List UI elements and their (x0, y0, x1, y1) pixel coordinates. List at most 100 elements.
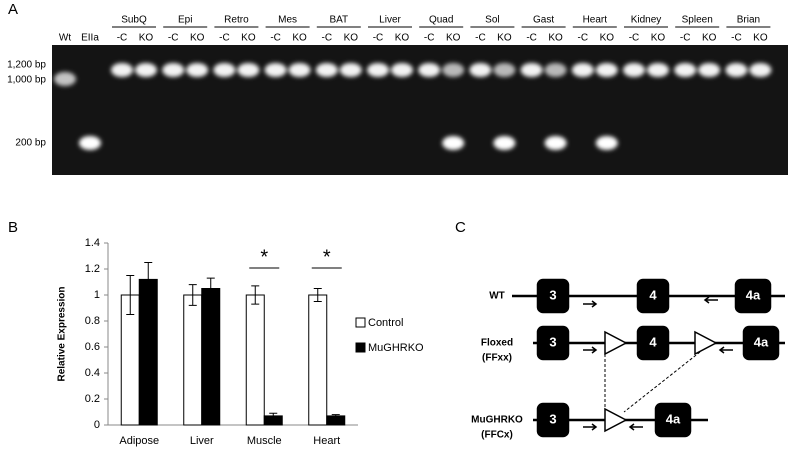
bar (183, 294, 203, 426)
lane-label: -C (731, 33, 742, 44)
y-tick-label: 0.6 (85, 341, 100, 353)
band (418, 63, 441, 77)
band (469, 63, 492, 77)
group-label: Heart (583, 15, 608, 26)
band (391, 63, 413, 77)
y-axis-label: Relative Expression (57, 286, 68, 381)
lane-label: KO (241, 33, 256, 44)
error-bar (188, 284, 197, 306)
exon-label: 3 (549, 411, 556, 426)
row-label: Floxed (481, 338, 513, 349)
lane-label: -C (322, 33, 333, 44)
exon-label: 4 (649, 334, 657, 349)
band (162, 63, 185, 77)
exon-label: 3 (549, 287, 556, 302)
band (493, 63, 516, 77)
y-tick-label: 0.4 (85, 367, 100, 379)
band (339, 63, 362, 77)
bar (138, 278, 158, 426)
row-label: (FFxx) (482, 353, 512, 364)
legend-label: MuGHRKO (368, 342, 424, 354)
group-label: Epi (178, 15, 192, 26)
band (135, 63, 157, 77)
lane-label: KO (600, 33, 615, 44)
lane-label: KO (702, 33, 717, 44)
x-tick-label: Liver (190, 435, 214, 447)
band (111, 63, 133, 77)
gel (52, 45, 788, 175)
lane-label: -C (629, 33, 640, 44)
error-bar (251, 285, 260, 305)
bar (201, 288, 221, 426)
group-label: Kidney (631, 15, 662, 26)
lane-label: KO (139, 33, 154, 44)
marker-label: 1,000 bp (7, 75, 46, 86)
lane-label: KO (651, 33, 666, 44)
lane-label: -C (475, 33, 486, 44)
group-label: Gast (533, 15, 554, 26)
y-tick-label: 1.2 (85, 263, 100, 275)
y-tick-label: 0 (94, 419, 100, 431)
x-tick-label: Heart (313, 435, 340, 447)
band (493, 136, 516, 150)
lane-label: KO (497, 33, 512, 44)
band (442, 136, 465, 150)
lane-label: EIIa (81, 33, 99, 44)
band (315, 63, 338, 77)
error-bar (126, 275, 135, 315)
panel-label: C (455, 219, 466, 236)
lane-label: KO (344, 33, 359, 44)
group-label: Spleen (682, 15, 713, 26)
lane-label: KO (753, 33, 768, 44)
group-label: Retro (224, 15, 249, 26)
band (288, 63, 311, 77)
legend-swatch (355, 317, 366, 328)
exon-label: 4a (666, 411, 681, 426)
lane-label: -C (373, 33, 384, 44)
y-tick-label: 1.4 (85, 237, 100, 249)
row-label: (FFCx) (481, 430, 513, 441)
lane-label: -C (424, 33, 435, 44)
legend-swatch (355, 342, 366, 353)
band (520, 63, 543, 77)
group-label: Quad (429, 15, 453, 26)
band (186, 63, 209, 77)
exon-label: 4 (649, 287, 657, 302)
lane-label: KO (190, 33, 205, 44)
bar (245, 294, 265, 426)
band (674, 63, 697, 77)
band (544, 136, 567, 150)
lane-label: -C (680, 33, 691, 44)
band (367, 63, 389, 77)
lane-label: -C (117, 33, 128, 44)
lane-label: KO (446, 33, 461, 44)
gel-bands (54, 63, 772, 150)
error-bar (206, 277, 215, 300)
band (647, 63, 669, 77)
x-tick-label: Adipose (119, 435, 159, 447)
bar (308, 294, 328, 426)
y-tick-label: 0.8 (85, 315, 100, 327)
lane-label: -C (578, 33, 589, 44)
lane-label: -C (526, 33, 537, 44)
band (595, 136, 618, 150)
marker-label: 200 bp (15, 138, 46, 149)
band (264, 63, 287, 77)
band (623, 63, 645, 77)
group-label: BAT (329, 15, 348, 26)
group-label: Sol (485, 15, 499, 26)
group-label: SubQ (121, 15, 147, 26)
y-tick-label: 0.2 (85, 393, 100, 405)
error-bar (313, 288, 322, 302)
significance-mark: * (260, 246, 268, 268)
lane-label: KO (395, 33, 410, 44)
lane-label: -C (168, 33, 179, 44)
panel-label: A (8, 1, 18, 18)
legend-label: Control (368, 317, 403, 329)
exon-label: 4a (746, 287, 761, 302)
group-label: Liver (379, 15, 401, 26)
row-label: MuGHRKO (471, 415, 523, 426)
x-tick-label: Muscle (247, 435, 282, 447)
band (213, 63, 236, 77)
